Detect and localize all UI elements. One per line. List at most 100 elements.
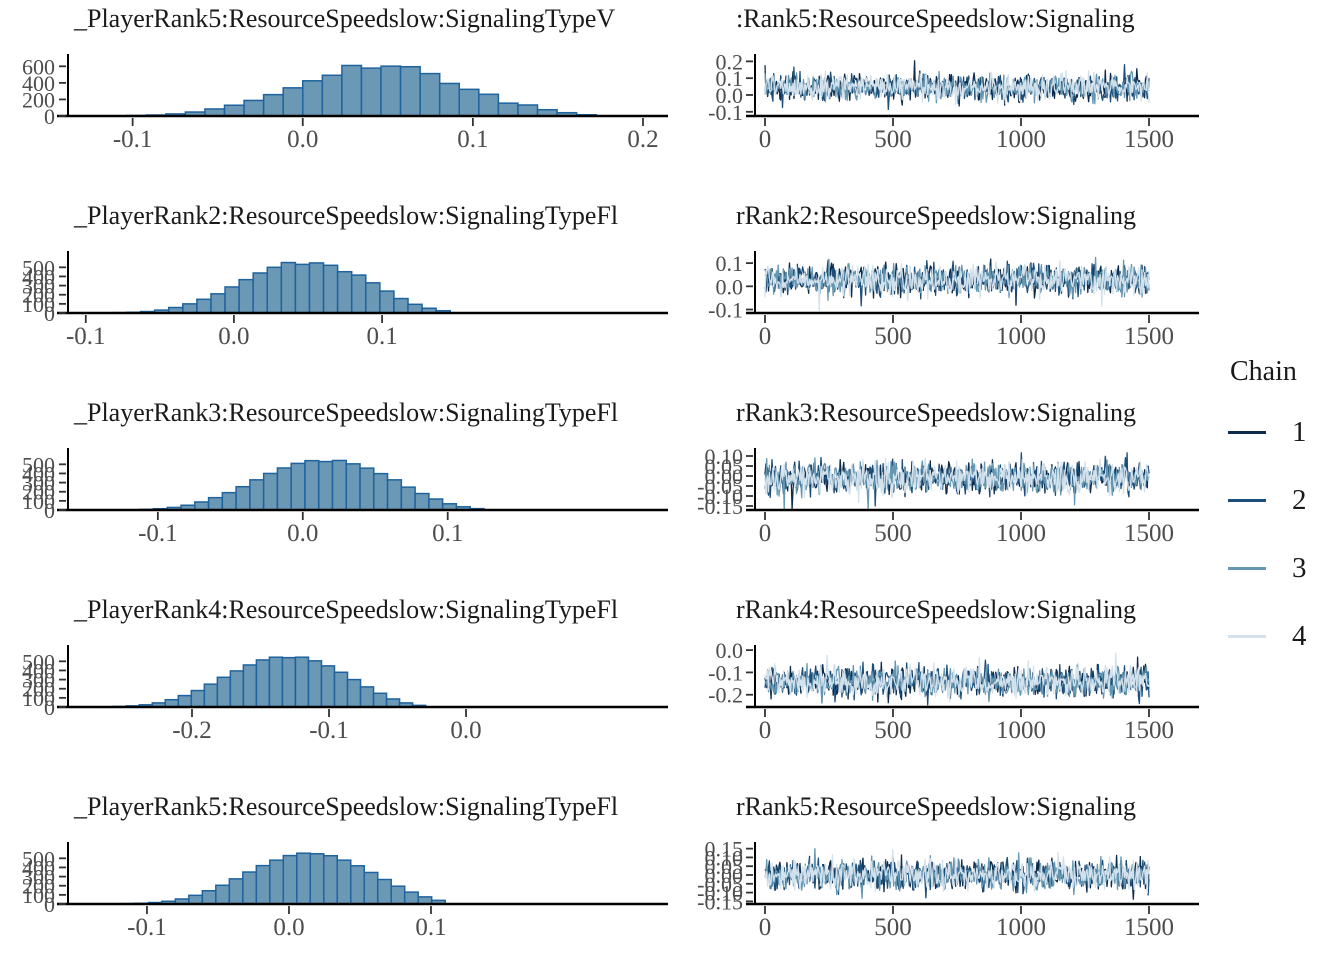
chain-4-line-swatch [1228,634,1266,638]
histogram-bar [323,855,339,905]
y-tick-label: -0.05 [697,474,743,499]
y-tick-label: 0.15 [705,837,744,862]
histogram-bar [336,270,353,314]
y-tick-label: 100 [22,489,55,514]
trace-line-chain-4 [764,652,1150,703]
x-tick-label: 500 [874,126,912,153]
parameter-row: _PlayerRank2:ResourceSpeedslow:Signaling… [0,199,1344,396]
histogram-title: _PlayerRank2:ResourceSpeedslow:Signaling… [74,201,619,230]
histogram-bar [262,93,284,117]
y-tick-label: 500 [22,452,55,477]
y-tick-label: 500 [22,255,55,280]
histogram-bar [336,859,352,905]
trace-panel: 0.0-0.1-0.2 0 500 1000 1500 [708,638,1199,744]
parameter-row: _PlayerRank5:ResourceSpeedslow:Signaling… [0,2,1344,199]
y-tick-label: 0 [44,498,55,523]
histogram-bar [294,263,311,314]
x-tick-label: 500 [874,717,912,744]
y-tick-label: -0.1 [708,100,743,125]
histogram-bar [207,496,224,511]
trace-line-chain-2 [764,856,1150,899]
histogram-bar [380,65,402,117]
x-tick-label: 1500 [1124,914,1174,941]
trace-panel: 0.150.100.050.00-0.05-0.10-0.15 0 500 1000 1… [697,837,1199,941]
y-tick-label: 0 [44,695,55,720]
histogram-bar [276,467,292,511]
y-tick-label: 200 [22,677,55,702]
histogram-bar [268,656,284,708]
x-tick-label: 1500 [1124,717,1174,744]
histogram-bar [399,65,421,117]
y-tick-label: 0 [44,892,55,917]
x-tick-label: 1500 [1124,126,1174,153]
histogram-bar [188,894,204,905]
y-tick-label: 100 [22,292,55,317]
y-tick-label: -0.10 [697,484,743,509]
histogram-bar [201,890,217,905]
histogram-bar [390,885,406,905]
histogram-bar [346,678,362,708]
histogram-bar [203,683,219,708]
y-tick-label: -0.15 [697,889,743,914]
histogram-bar [478,93,500,117]
x-tick-label: -0.1 [66,323,106,350]
trace-line-chain-4 [764,69,1150,106]
y-tick-label: 100 [22,686,55,711]
histogram-bar [379,290,395,314]
parameter-row: _PlayerRank3:ResourceSpeedslow:Signaling… [0,396,1344,593]
histogram-bar [290,462,306,511]
legend-item-chain-1: 1 [1222,398,1342,466]
histogram-bar [414,492,430,511]
parameter-row: _PlayerRank4:ResourceSpeedslow:Signaling… [0,593,1344,790]
histogram-bar [321,74,343,117]
chain-2-line-swatch [1228,498,1266,502]
y-tick-label: 400 [22,264,55,289]
trace-title: rRank2:ResourceSpeedslow:Signaling [736,201,1137,230]
y-tick-label: 0.00 [705,464,744,489]
x-tick-label: 1000 [996,914,1046,941]
histogram-bar [372,692,388,708]
histogram-bar [393,297,409,314]
x-tick-label: 0.0 [450,717,481,744]
histogram-bar [235,485,251,511]
histogram-bar [210,293,226,314]
y-tick-label: 0.0 [716,638,744,663]
y-tick-label: -0.05 [697,872,743,897]
histogram-bar [350,865,365,905]
histogram-bar [320,665,336,708]
y-tick-label: -0.1 [708,660,743,685]
x-tick-label: 500 [874,323,912,350]
histogram-bar [177,694,193,708]
x-tick-label: 0 [759,520,772,547]
trace-title: rRank3:ResourceSpeedslow:Signaling [736,398,1137,427]
histogram-bar [345,463,361,511]
x-tick-label: 0 [759,126,772,153]
histogram-bar [249,479,265,511]
histogram-bar [360,67,382,117]
histogram-bar [341,64,363,117]
x-tick-label: 0.0 [287,126,318,153]
histogram-bar [403,891,419,905]
x-tick-label: -0.1 [138,520,178,547]
y-tick-label: -0.2 [708,683,743,708]
histogram-bar [331,459,348,511]
y-tick-label: 200 [22,874,55,899]
y-tick-label: 0 [44,301,55,326]
histogram-bar [224,286,240,314]
x-tick-label: 0.2 [627,126,658,153]
histogram-bar [196,298,212,314]
histogram-bar [255,864,271,905]
legend-label: 1 [1292,415,1307,448]
trace-line-chain-3 [764,256,1150,302]
x-tick-label: 0 [759,323,772,350]
histogram-bar [438,82,461,117]
chain-legend: Chain 1 2 3 4 [1222,356,1342,670]
y-tick-label: -0.15 [697,494,743,519]
x-tick-label: -0.1 [309,717,349,744]
y-tick-label: 300 [22,668,55,693]
y-tick-label: -0.10 [697,881,743,906]
histogram-bar [229,670,245,708]
histogram-bar [373,472,389,511]
